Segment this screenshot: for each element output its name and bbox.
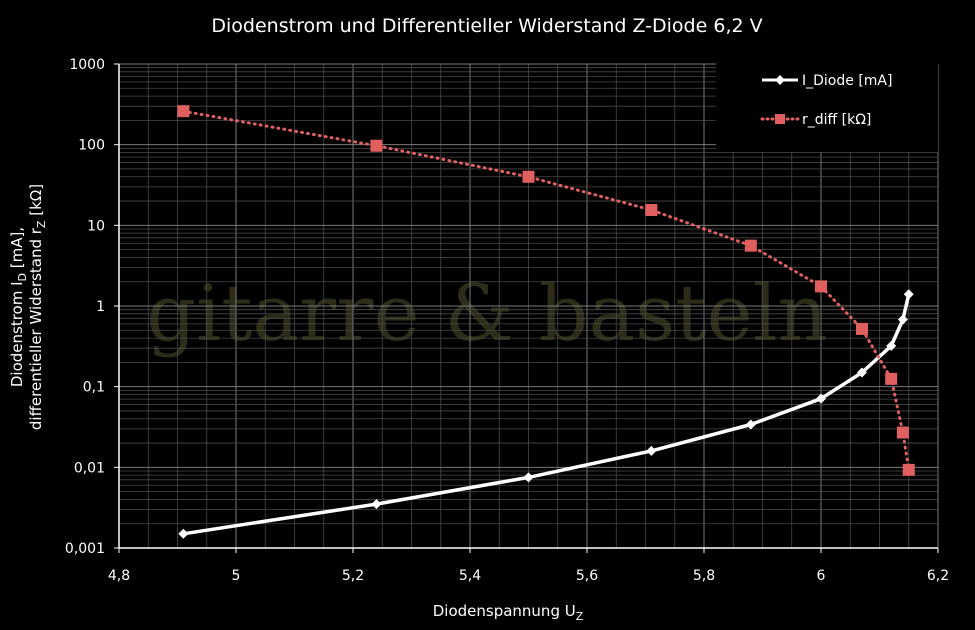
series-layer — [177, 105, 915, 539]
y-tick-label: 100 — [78, 138, 105, 154]
data-point-square — [815, 280, 827, 293]
data-point-diamond — [897, 314, 908, 325]
legend-label-r-diff: r_diff [kΩ] — [802, 112, 871, 128]
data-point-diamond — [371, 499, 382, 510]
chart-title: Diodenstrom und Differentieller Widersta… — [211, 15, 762, 37]
legend-marker-square — [775, 114, 785, 124]
x-tick-label: 5,4 — [459, 568, 481, 584]
y-tick-label: 0,1 — [83, 380, 105, 396]
data-point-diamond — [856, 367, 867, 378]
data-point-square — [855, 322, 868, 335]
data-point-square — [902, 463, 915, 476]
x-tick-label: 5,2 — [342, 568, 364, 584]
y-tick-label: 0,001 — [65, 541, 105, 557]
data-point-square — [744, 239, 757, 252]
legend-item-r-diff: r_diff [kΩ] — [760, 112, 871, 128]
x-tick-label: 5,6 — [576, 568, 598, 584]
data-point-diamond — [886, 340, 897, 351]
x-tick-label: 5,8 — [693, 568, 715, 584]
grid — [118, 63, 939, 549]
data-point-square — [522, 170, 535, 183]
legend-marker-diamond — [775, 75, 785, 85]
axes — [114, 63, 939, 553]
data-point-diamond — [745, 419, 756, 430]
data-point-diamond — [903, 289, 914, 300]
data-point-diamond — [816, 393, 826, 404]
x-tick-label: 6 — [817, 568, 826, 584]
y-axis-label-line-2: differentieller Widerstand rZ [kΩ] — [27, 184, 48, 430]
y-tick-label: 1 — [96, 299, 105, 315]
data-point-square — [370, 139, 383, 152]
y-tick-label: 10 — [87, 218, 105, 234]
legend-item-i-diode: I_Diode [mA] — [762, 73, 892, 89]
series-r-diff — [177, 105, 915, 476]
data-point-diamond — [178, 528, 189, 539]
series-line — [183, 293, 911, 536]
data-point-square — [645, 203, 658, 216]
data-point-diamond — [646, 445, 657, 456]
y-tick-label: 0,01 — [74, 460, 105, 476]
x-tick-label: 5 — [232, 568, 241, 584]
x-tick-label: 4,8 — [108, 568, 130, 584]
tick-labels: 4,8 5 5,2 5,4 5,6 5,8 6 6,2 0,001 0,01 0,1 1 10 100 10… — [65, 57, 949, 584]
x-tick-label: 6,2 — [927, 568, 949, 584]
legend-label-i-diode: I_Diode [mA] — [802, 73, 892, 89]
series-i-diode — [178, 289, 914, 539]
data-point-square — [885, 372, 898, 385]
data-point-square — [896, 426, 909, 439]
data-point-square — [177, 105, 190, 118]
y-tick-label: 1000 — [69, 57, 105, 73]
legend: I_Diode [mA] r_diff [kΩ] — [716, 56, 938, 152]
data-point-diamond — [523, 472, 534, 483]
x-axis-label: Diodenspannung UZ — [433, 602, 584, 623]
y-axis-label-line-1: Diodenstrom ID [mA], — [8, 227, 29, 387]
series-line — [181, 109, 911, 472]
